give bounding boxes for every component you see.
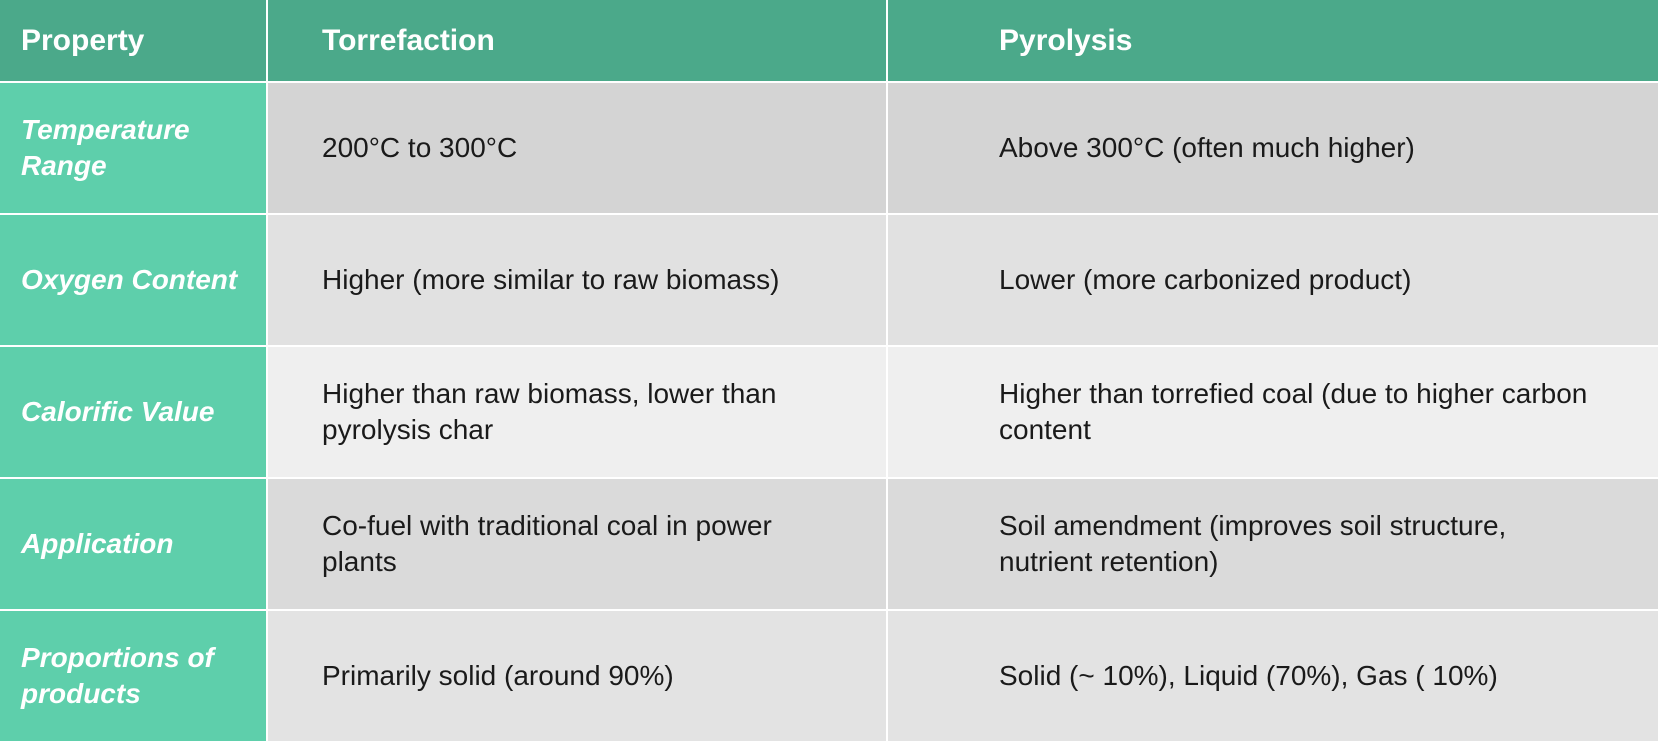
header-cell: Torrefaction [266, 0, 886, 81]
value-cell: Lower (more carbonized product) [886, 213, 1658, 345]
property-cell: Oxygen Content [0, 213, 266, 345]
property-cell: Application [0, 477, 266, 609]
property-cell: Calorific Value [0, 345, 266, 477]
header-cell: Pyrolysis [886, 0, 1658, 81]
property-cell: Temperature Range [0, 81, 266, 213]
value-cell: Higher than raw biomass, lower than pyro… [266, 345, 886, 477]
property-cell: Proportions of products [0, 609, 266, 741]
header-cell: Property [0, 0, 266, 81]
value-cell: Primarily solid (around 90%) [266, 609, 886, 741]
value-cell: Co-fuel with traditional coal in power p… [266, 477, 886, 609]
value-cell: 200°C to 300°C [266, 81, 886, 213]
value-cell: Soil amendment (improves soil structure,… [886, 477, 1658, 609]
value-cell: Solid (~ 10%), Liquid (70%), Gas ( 10%) [886, 609, 1658, 741]
value-cell: Higher (more similar to raw biomass) [266, 213, 886, 345]
value-cell: Higher than torrefied coal (due to highe… [886, 345, 1658, 477]
value-cell: Above 300°C (often much higher) [886, 81, 1658, 213]
